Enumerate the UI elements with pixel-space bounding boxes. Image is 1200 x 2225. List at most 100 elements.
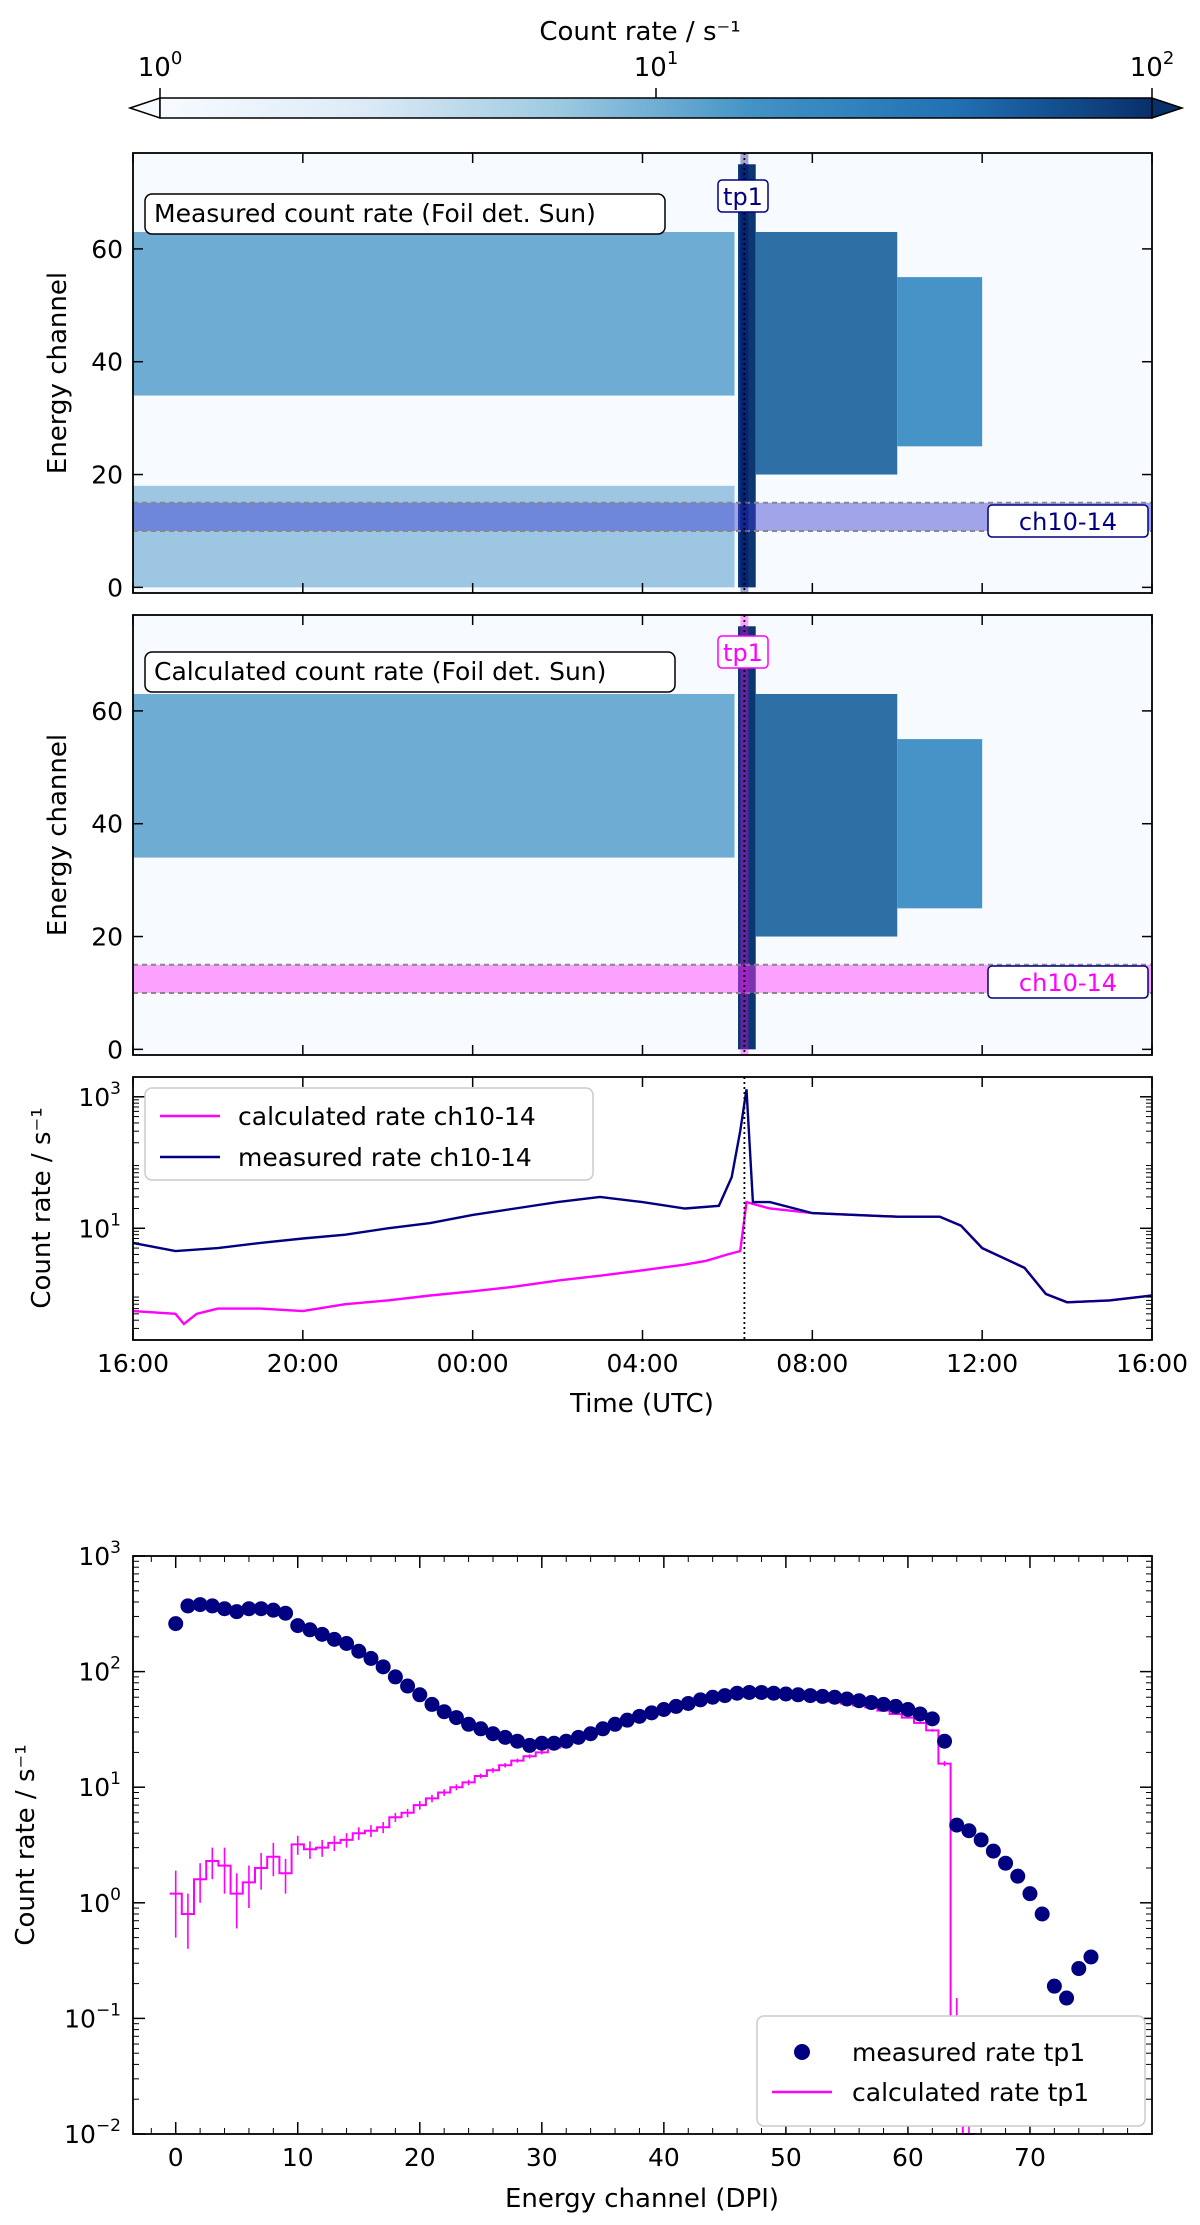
point-measured [412, 1687, 428, 1703]
point-measured [1034, 1906, 1050, 1922]
point-measured [546, 1735, 562, 1751]
point-measured [192, 1597, 208, 1613]
ytick-label: 102 [78, 1654, 121, 1687]
point-measured [229, 1604, 245, 1620]
point-measured [217, 1601, 233, 1617]
point-measured [668, 1698, 684, 1714]
point-measured [985, 1843, 1001, 1859]
point-measured [705, 1689, 721, 1705]
timeseries-lines [132, 1077, 1153, 1340]
panel-spectrum: 10−2 10−1 100 101 102 103 0 10 20 30 40 50 60 70 Coun… [11, 1538, 1153, 2214]
point-measured [607, 1716, 623, 1732]
point-measured [595, 1721, 611, 1737]
ytick-label: 101 [78, 1210, 121, 1243]
timeseries-legend: calculated rate ch10-14 measured rate ch… [144, 1087, 594, 1181]
point-measured [583, 1726, 599, 1742]
band-label-calculated: ch10-14 [1019, 969, 1117, 997]
colorbar-extend-low [127, 96, 161, 120]
point-measured [961, 1823, 977, 1839]
point-measured [949, 1817, 965, 1833]
point-measured [900, 1702, 916, 1718]
ytick-label: 40 [91, 348, 123, 377]
point-measured [387, 1669, 403, 1685]
point-measured [778, 1686, 794, 1702]
spectrum-xlabel: Energy channel (DPI) [505, 2184, 779, 2214]
point-measured [375, 1659, 391, 1675]
point-measured [363, 1650, 379, 1666]
point-measured [448, 1710, 464, 1726]
heatmap-calculated-title-box [144, 651, 676, 693]
point-measured [302, 1622, 318, 1638]
marker-tp1-box-calculated [717, 635, 769, 669]
point-measured [998, 1855, 1014, 1871]
point-measured [522, 1737, 538, 1753]
ytick-label: 103 [78, 1079, 121, 1112]
point-measured [876, 1696, 892, 1712]
band-label-box-measured [987, 504, 1149, 538]
marker-tp1-label-measured: tp1 [723, 183, 763, 211]
heatmap-region-0 [133, 231, 735, 396]
point-measured [839, 1691, 855, 1707]
heatmap-region-3 [755, 231, 898, 475]
heatmap-region-3 [897, 739, 983, 909]
ytick-label: 101 [78, 1769, 121, 1802]
band-label-measured: ch10-14 [1019, 508, 1117, 536]
spectrum-marks [168, 1597, 1099, 2135]
xtick-label: 16:00 [97, 1349, 169, 1378]
spectrum-legend: measured rate tp1 calculated rate tp1 [756, 2015, 1146, 2127]
colorbar-tick-0: 100 [138, 48, 183, 83]
ytick-label: 0 [107, 573, 123, 602]
point-measured [461, 1716, 477, 1732]
point-measured [827, 1689, 843, 1705]
point-measured [863, 1695, 879, 1711]
panel-measured-heatmap: 0 20 40 60 Energy channel Measured count ra… [43, 152, 1153, 602]
point-measured [314, 1626, 330, 1642]
point-measured [290, 1618, 306, 1634]
colorbar-gradient [159, 97, 1153, 119]
point-measured [851, 1693, 867, 1709]
colorbar-label: Count rate / s⁻¹ [539, 17, 740, 47]
point-measured [1083, 1949, 1099, 1965]
band-ch10-14 [133, 502, 1152, 531]
point-measured [802, 1688, 818, 1704]
point-measured [619, 1712, 635, 1728]
point-measured [680, 1695, 696, 1711]
xtick-label: 16:00 [1116, 1349, 1188, 1378]
point-measured [265, 1602, 281, 1618]
ytick-label: 20 [91, 461, 123, 490]
point-measured [339, 1636, 355, 1652]
point-measured [509, 1733, 525, 1749]
ytick-label: 100 [78, 1885, 121, 1918]
heatmap-calculated-title: Calculated count rate (Foil det. Sun) [154, 657, 606, 686]
spectrum-frame [132, 1555, 1153, 2135]
ytick-label: 10−1 [64, 2000, 121, 2033]
xtick-label: 20:00 [267, 1349, 339, 1378]
point-measured [937, 1733, 953, 1749]
heatmap-measured-title-box [144, 193, 666, 235]
panel-calculated-heatmap: 0 20 40 60 Energy channel Calculated count … [43, 614, 1153, 1064]
xtick-label: 00:00 [437, 1349, 509, 1378]
legend-label-measured-tp1: measured rate tp1 [852, 2038, 1085, 2067]
xtick-label: 70 [1014, 2143, 1046, 2172]
xtick-label: 10 [282, 2143, 314, 2172]
heatmap-region-4 [897, 277, 983, 447]
heatmap-region-1 [133, 485, 735, 588]
point-measured [570, 1729, 586, 1745]
point-measured [644, 1705, 660, 1721]
ytick-label: 40 [91, 810, 123, 839]
spectrum-legend-box [756, 2015, 1146, 2127]
timeseries-legend-box [144, 1087, 594, 1181]
point-measured [1010, 1868, 1026, 1884]
point-measured [1046, 1978, 1062, 1994]
ytick-label: 60 [91, 235, 123, 264]
point-measured [692, 1692, 708, 1708]
xtick-label: 0 [168, 2143, 184, 2172]
point-measured [351, 1643, 367, 1659]
xtick-label: 20 [404, 2143, 436, 2172]
heatmap-region-2 [755, 693, 898, 937]
point-measured [326, 1631, 342, 1647]
heatmap-calculated-axes: 0 20 40 60 [91, 615, 1153, 1064]
timeseries-xlabel: Time (UTC) [569, 1389, 714, 1419]
point-measured [436, 1704, 452, 1720]
point-measured [924, 1711, 940, 1727]
